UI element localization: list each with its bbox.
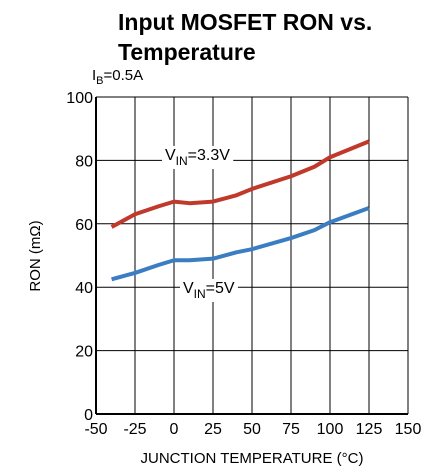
- y-tick-label: 60: [75, 217, 93, 234]
- x-axis-label: JUNCTION TEMPERATURE (°C): [141, 450, 364, 467]
- x-tick-label: 125: [356, 421, 383, 438]
- label-background: [162, 146, 234, 169]
- x-tick-label: 100: [317, 421, 344, 438]
- x-tick-label: 0: [170, 421, 179, 438]
- label-part: V: [165, 147, 176, 164]
- label-part: =5V: [206, 280, 235, 297]
- x-tick-label: 25: [204, 421, 222, 438]
- y-tick-label: 80: [75, 153, 93, 170]
- chart-title: Temperature: [118, 39, 256, 65]
- x-tick-label: 50: [243, 421, 261, 438]
- label-part: IN: [194, 287, 206, 301]
- label-part: IN: [176, 154, 188, 168]
- chart-subtitle: IB=0.5A: [92, 67, 143, 87]
- label-part: V: [183, 280, 194, 297]
- x-tick-label: 75: [282, 421, 300, 438]
- label-background: [180, 279, 238, 302]
- series-label: VIN=5V: [183, 280, 235, 301]
- y-tick-label: 40: [75, 280, 93, 297]
- y-tick-label: 20: [75, 344, 93, 361]
- series-line: [110, 139, 370, 229]
- label-part: =3.3V: [188, 147, 231, 164]
- x-tick-label: -50: [84, 421, 107, 438]
- series-line: [111, 206, 370, 282]
- y-axis-label: RON (mΩ): [27, 220, 44, 291]
- x-tick-label: -25: [123, 421, 146, 438]
- y-tick-label: 0: [84, 407, 93, 424]
- y-tick-label: 100: [66, 90, 93, 107]
- series-label: VIN=3.3V: [165, 147, 230, 168]
- chart-title: Input MOSFET RON vs.: [118, 9, 372, 35]
- x-tick-label: 150: [395, 421, 422, 438]
